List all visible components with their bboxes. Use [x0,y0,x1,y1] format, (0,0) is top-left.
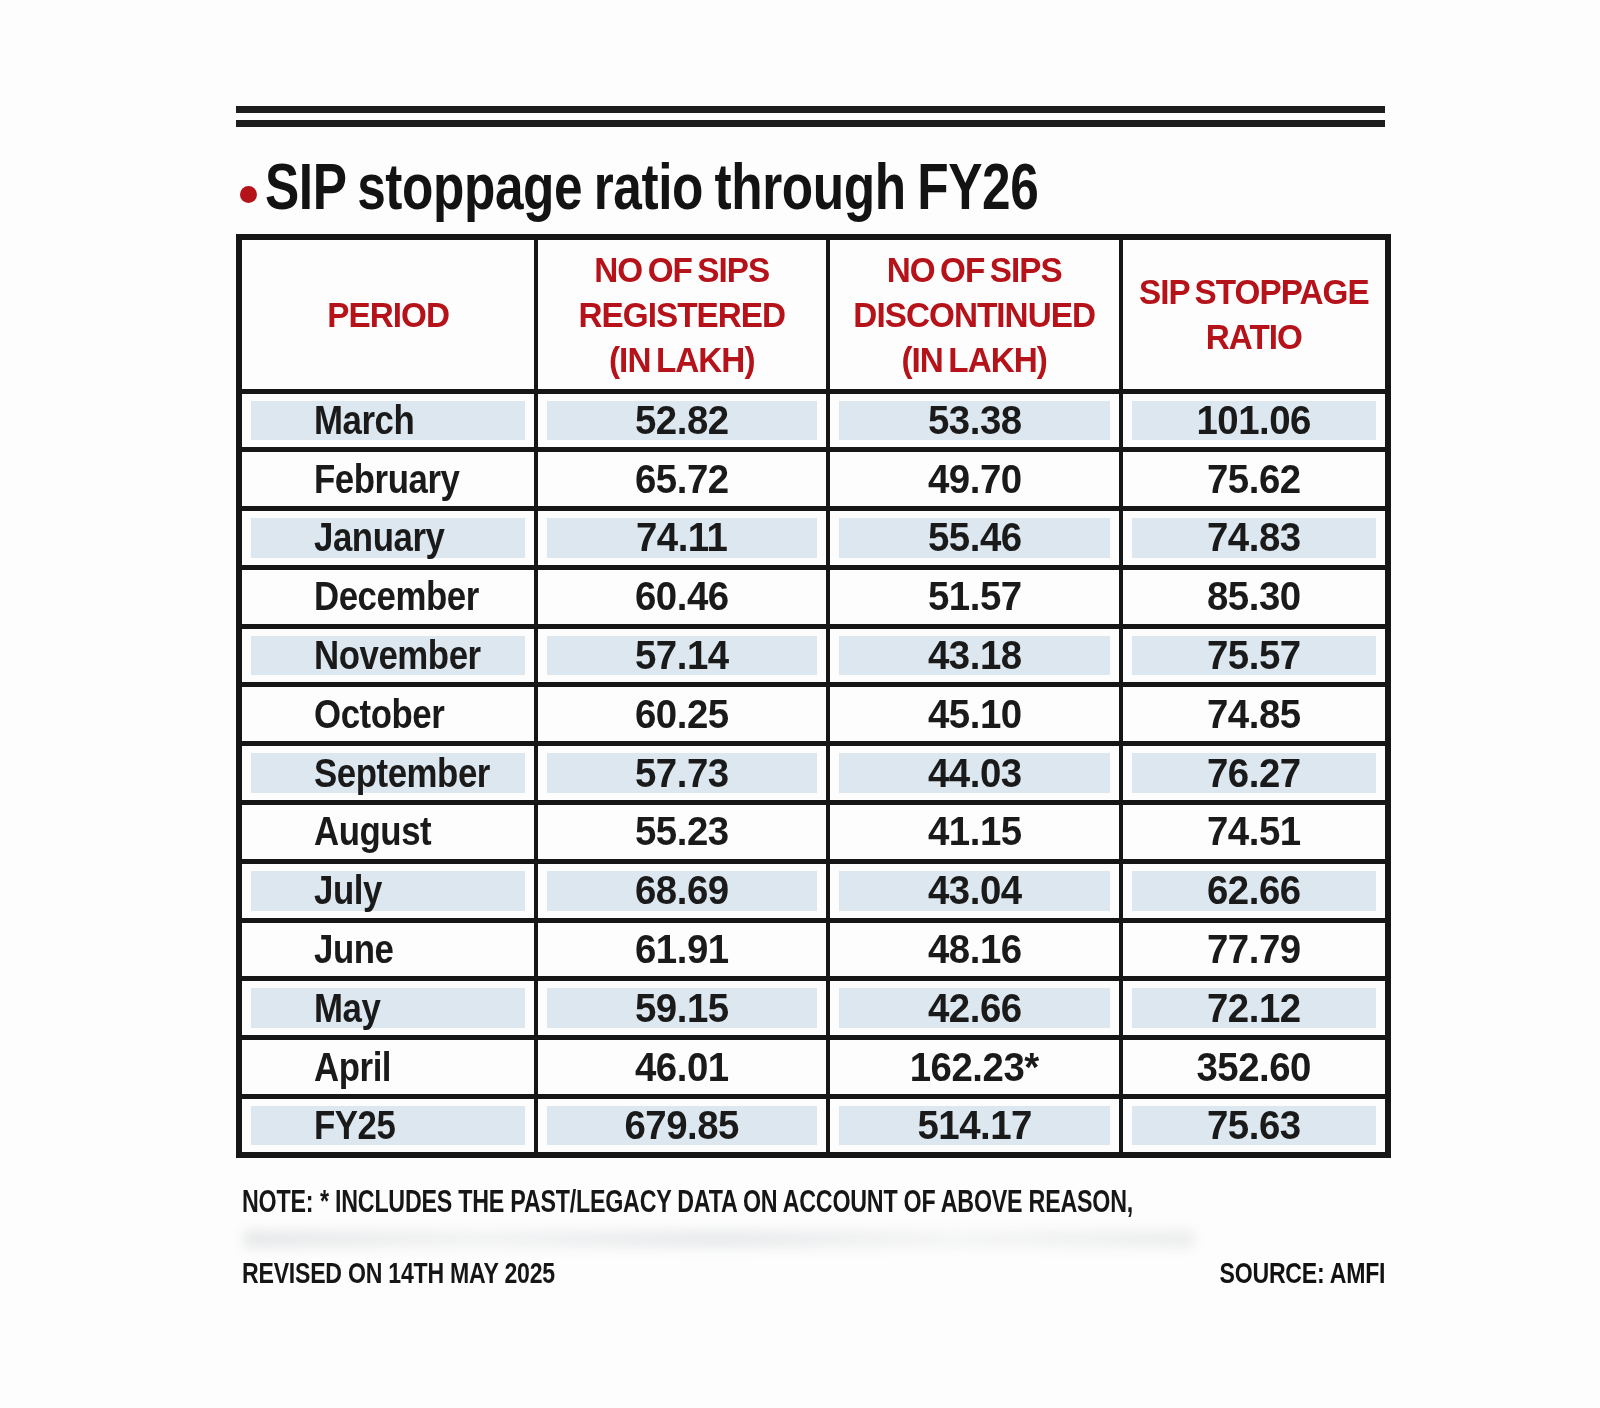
discontinued-cell: 53.38 [828,391,1121,450]
table-row: January74.1155.4674.83 [239,509,1388,568]
period-cell: November [239,626,536,685]
discontinued-cell: 43.04 [828,861,1121,920]
registered-cell: 679.85 [536,1097,828,1156]
top-rule-line-1 [236,106,1385,113]
registered-cell: 61.91 [536,920,828,979]
period-cell: February [239,450,536,509]
title-bullet-icon [240,186,257,203]
page-title: SIP stoppage ratio through FY26 [265,149,1038,224]
discontinued-cell: 43.18 [828,626,1121,685]
faded-print-artifact [244,1230,1194,1248]
discontinued-cell: 41.15 [828,803,1121,862]
discontinued-cell: 49.70 [828,450,1121,509]
footnote-label: NOTE: [242,1184,313,1219]
ratio-cell: 85.30 [1121,567,1388,626]
registered-cell: 60.46 [536,567,828,626]
column-header-1: NO OF SIPS REGISTERED (IN LAKH) [536,237,828,391]
table-row: April46.01162.23*352.60 [239,1038,1388,1097]
ratio-cell: 75.62 [1121,450,1388,509]
table-row: June61.9148.1677.79 [239,920,1388,979]
table-header-row: PERIODNO OF SIPS REGISTERED (IN LAKH)NO … [239,237,1388,391]
source-value: AMFI [1329,1256,1385,1289]
registered-cell: 68.69 [536,861,828,920]
discontinued-cell: 55.46 [828,509,1121,568]
revised-date: REVISED ON 14TH MAY 2025 [242,1256,648,1290]
top-rule-line-2 [236,120,1385,127]
source-credit: SOURCE: AMFI [1170,1256,1385,1290]
discontinued-cell: 42.66 [828,979,1121,1038]
period-cell: September [239,744,536,803]
ratio-cell: 101.06 [1121,391,1388,450]
ratio-cell: 75.57 [1121,626,1388,685]
ratio-cell: 72.12 [1121,979,1388,1038]
table-row: September57.7344.0376.27 [239,744,1388,803]
discontinued-cell: 51.57 [828,567,1121,626]
registered-cell: 52.82 [536,391,828,450]
ratio-cell: 74.51 [1121,803,1388,862]
discontinued-cell: 514.17 [828,1097,1121,1156]
ratio-cell: 75.63 [1121,1097,1388,1156]
chart-title-row: SIP stoppage ratio through FY26 [240,149,1244,224]
ratio-cell: 77.79 [1121,920,1388,979]
table-row: July68.6943.0462.66 [239,861,1388,920]
registered-cell: 74.11 [536,509,828,568]
table-row: May59.1542.6672.12 [239,979,1388,1038]
period-cell: August [239,803,536,862]
footnote-text: * INCLUDES THE PAST/LEGACY DATA ON ACCOU… [320,1184,1133,1219]
ratio-cell: 74.83 [1121,509,1388,568]
top-double-rule [236,106,1385,127]
table-row: August55.2341.1574.51 [239,803,1388,862]
registered-cell: 59.15 [536,979,828,1038]
registered-cell: 46.01 [536,1038,828,1097]
period-cell: December [239,567,536,626]
registered-cell: 65.72 [536,450,828,509]
period-cell: March [239,391,536,450]
table-row: March52.8253.38101.06 [239,391,1388,450]
period-cell: June [239,920,536,979]
period-cell: April [239,1038,536,1097]
registered-cell: 60.25 [536,685,828,744]
registered-cell: 57.73 [536,744,828,803]
table-row: February65.7249.7075.62 [239,450,1388,509]
discontinued-cell: 44.03 [828,744,1121,803]
source-label: SOURCE: [1219,1256,1324,1289]
period-cell: May [239,979,536,1038]
column-header-2: NO OF SIPS DISCONTINUED (IN LAKH) [828,237,1121,391]
period-cell: July [239,861,536,920]
column-header-3: SIP STOPPAGE RATIO [1121,237,1388,391]
table-row: October60.2545.1074.85 [239,685,1388,744]
column-header-0: PERIOD [239,237,536,391]
discontinued-cell: 48.16 [828,920,1121,979]
period-cell: January [239,509,536,568]
registered-cell: 55.23 [536,803,828,862]
ratio-cell: 76.27 [1121,744,1388,803]
ratio-cell: 62.66 [1121,861,1388,920]
table-row: November57.1443.1875.57 [239,626,1388,685]
sip-stoppage-table: PERIODNO OF SIPS REGISTERED (IN LAKH)NO … [236,234,1391,1158]
ratio-cell: 74.85 [1121,685,1388,744]
table-row: December60.4651.5785.30 [239,567,1388,626]
period-cell: FY25 [239,1097,536,1156]
footnote: NOTE:* INCLUDES THE PAST/LEGACY DATA ON … [242,1184,1430,1220]
table-body: March52.8253.38101.06February65.7249.707… [239,391,1388,1155]
discontinued-cell: 162.23* [828,1038,1121,1097]
discontinued-cell: 45.10 [828,685,1121,744]
period-cell: October [239,685,536,744]
ratio-cell: 352.60 [1121,1038,1388,1097]
registered-cell: 57.14 [536,626,828,685]
table-row: FY25679.85514.1775.63 [239,1097,1388,1156]
